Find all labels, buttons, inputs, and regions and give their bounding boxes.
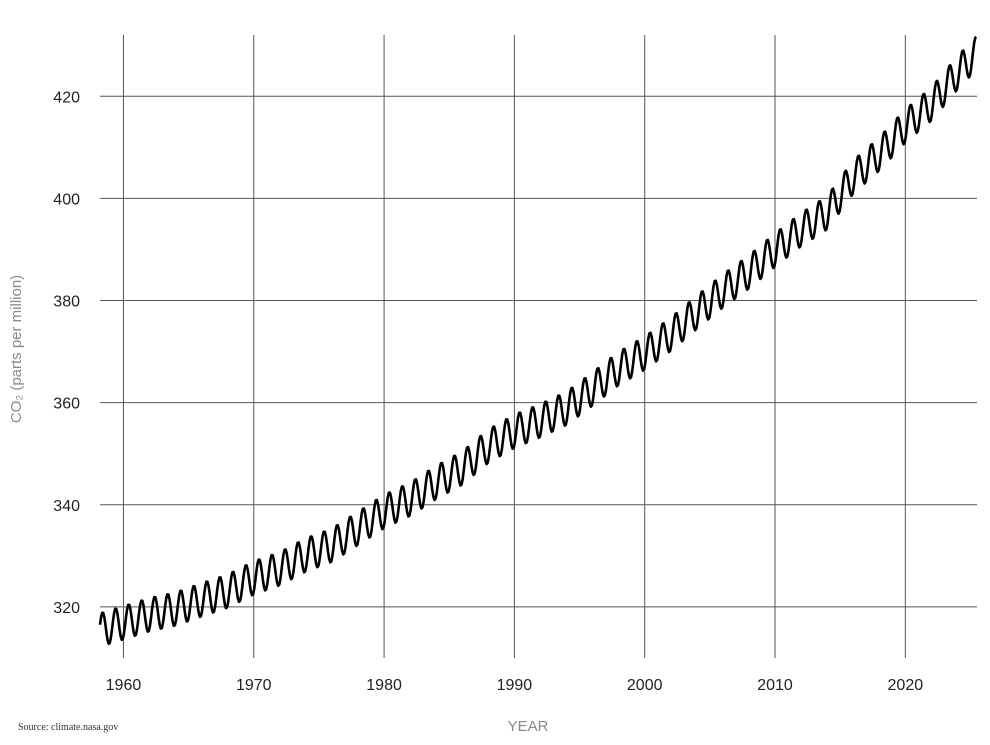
x-tick-label-1970: 1970 [236, 677, 272, 694]
series-layer [98, 35, 978, 646]
co2-concentration-line [98, 35, 978, 646]
y-tick-label-320: 320 [53, 600, 80, 617]
source-note: Source: climate.nasa.gov [18, 722, 118, 733]
y-tick-label-380: 380 [53, 294, 80, 311]
x-tick-labels: 1960 1970 1980 1990 2000 2010 2020 [106, 677, 924, 694]
x-tick-label-2020: 2020 [888, 677, 924, 694]
y-tick-labels: 320 340 360 380 400 420 [53, 89, 80, 617]
y-tick-label-360: 360 [53, 396, 80, 413]
x-axis-title: YEAR [508, 718, 549, 735]
x-tick-label-2000: 2000 [627, 677, 663, 694]
y-tick-label-420: 420 [53, 89, 80, 106]
y-axis-title: CO₂ (parts per million) [8, 275, 25, 423]
x-tick-label-1990: 1990 [497, 677, 533, 694]
y-tick-label-340: 340 [53, 498, 80, 515]
y-tick-label-400: 400 [53, 191, 80, 208]
x-tick-label-1980: 1980 [366, 677, 402, 694]
x-gridlines [122, 35, 906, 658]
x-tick-label-2010: 2010 [757, 677, 793, 694]
x-tick-label-1960: 1960 [106, 677, 142, 694]
